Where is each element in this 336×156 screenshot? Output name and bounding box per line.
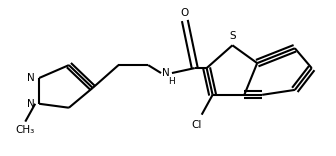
Text: O: O <box>181 7 189 17</box>
Text: H: H <box>168 77 175 86</box>
Text: N: N <box>27 99 35 109</box>
Text: N: N <box>162 68 170 78</box>
Text: Cl: Cl <box>192 120 202 130</box>
Text: CH₃: CH₃ <box>16 125 35 135</box>
Text: N: N <box>27 73 35 83</box>
Text: S: S <box>229 31 236 41</box>
